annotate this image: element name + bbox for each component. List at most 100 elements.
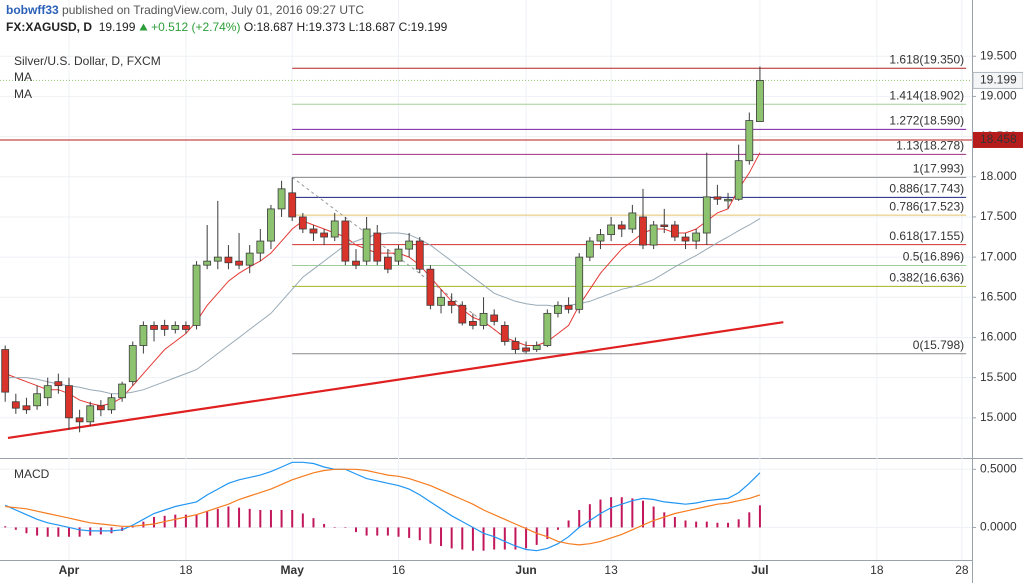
macd-histogram-bar: [514, 527, 517, 550]
y-tick-label: 15.000: [980, 410, 1017, 424]
macd-histogram-bar: [25, 527, 28, 534]
candle-body: [607, 224, 616, 236]
fib-label: 0.886(17.743): [889, 182, 964, 196]
y-tick-label: 19.000: [980, 89, 1017, 103]
ohlc-low: L:18.687: [348, 20, 396, 34]
candle-body: [724, 198, 732, 202]
candle-body: [660, 224, 669, 227]
x-tick-label: 13: [604, 563, 618, 577]
header-row: bobwff33 published on TradingView.com, J…: [6, 2, 447, 19]
candle-body: [203, 260, 212, 266]
level-price-label: 18.458: [980, 132, 1017, 146]
up-arrow: [139, 23, 148, 31]
fib-label: 0.382(16.636): [889, 271, 964, 285]
candle-body: [320, 232, 329, 238]
candle-body: [543, 312, 552, 346]
macd-histogram-bar: [620, 497, 623, 528]
candle-body: [713, 196, 722, 200]
price-pane: 1.618(19.350) 1.414(18.902) 1.272(18.590) 1…: [0, 52, 972, 440]
fib-label: 1.414(18.902): [889, 88, 964, 102]
macd-histogram-bar: [429, 527, 432, 544]
author: bobwff33: [6, 3, 59, 17]
fib-label: 0.618(17.155): [889, 229, 964, 243]
fib-label: 1.13(18.278): [896, 139, 964, 153]
macd-histogram-bar: [206, 511, 209, 528]
macd-histogram-bar: [758, 505, 761, 528]
macd-histogram-bar: [642, 500, 644, 528]
axes: 15.000 15.500 16.000 16.500 17.000 17.500 18.0…: [59, 48, 1023, 577]
macd-histogram-bar: [535, 527, 538, 545]
ohlc-high: H:19.373: [296, 20, 346, 34]
macd-histogram-bar: [673, 516, 676, 528]
candle-body: [352, 260, 360, 266]
macd-histogram-bar: [716, 522, 719, 528]
candle-body: [617, 224, 626, 230]
ohlc-close: C:19.199: [398, 20, 448, 34]
macd-histogram-bar: [57, 527, 60, 537]
macd-histogram-bar: [408, 527, 411, 538]
candle-body: [118, 383, 127, 399]
y-tick-label: 18.000: [980, 169, 1017, 183]
fib-label: 0(15.798): [913, 338, 964, 352]
macd-histogram-bar: [227, 506, 230, 528]
candle-body: [596, 234, 605, 242]
macd-histogram-bar: [184, 514, 187, 528]
macd-histogram-bar: [440, 527, 443, 547]
candle-body: [585, 240, 594, 258]
fib-label: 0.786(17.523): [889, 199, 964, 213]
macd-histogram-bar: [418, 527, 421, 541]
candle-body: [511, 341, 520, 350]
candle-body: [447, 300, 456, 306]
macd-histogram-bar: [354, 527, 357, 533]
macd-histogram-bar: [333, 527, 336, 528]
macd-histogram-bar: [588, 504, 591, 528]
candle-body: [490, 314, 499, 322]
candle-body: [54, 381, 63, 387]
candle-body: [1, 349, 10, 393]
candle-body: [330, 220, 339, 238]
macd-histogram-bar: [482, 527, 485, 551]
x-tick-label: 18: [870, 563, 884, 577]
macd-histogram-bar: [216, 508, 219, 528]
macd-histogram-bar: [684, 520, 687, 528]
candle-body: [670, 224, 679, 238]
last-price-box: [972, 71, 1023, 89]
grid: [0, 0, 972, 560]
candle-body: [309, 228, 318, 234]
last-price: 19.199: [98, 20, 136, 34]
candle-body: [298, 216, 307, 230]
macd-histogram-bar: [365, 527, 368, 536]
candle-body: [235, 260, 243, 266]
x-tick-label: 28: [955, 563, 969, 577]
macd-histogram-bar: [471, 527, 474, 551]
candle-body: [628, 212, 637, 230]
macd-pane: [4, 461, 761, 552]
macd-histogram-bar: [737, 519, 740, 528]
macd-histogram-bar: [14, 527, 17, 530]
candle-body: [394, 248, 403, 262]
y-tick-label: 19.500: [980, 48, 1017, 62]
pane-title: Silver/U.S. Dollar, D, FXCM: [14, 54, 161, 68]
ohlc-open: O:18.687: [243, 20, 294, 34]
macd-histogram-bar: [248, 508, 251, 528]
candle-body: [692, 232, 701, 242]
candle-body: [160, 325, 169, 330]
candle-body: [267, 208, 275, 242]
y-tick-label: 16.500: [980, 289, 1017, 303]
macd-histogram-bar: [493, 527, 496, 550]
last-price-label: 19.199: [980, 73, 1017, 87]
header-row: FX:XAGUSD, D 19.199 +0.512 (+2.74%) O:18…: [6, 19, 447, 36]
symbol: FX:XAGUSD, D: [6, 20, 93, 34]
macd-histogram-bar: [450, 527, 453, 549]
macd-histogram-bar: [301, 513, 304, 528]
macd-histogram-bar: [269, 510, 272, 528]
candle-body: [128, 345, 137, 383]
candle-body: [469, 321, 477, 326]
candle-body: [75, 417, 84, 423]
candle-body: [65, 385, 73, 419]
macd-histogram-bar: [748, 512, 751, 528]
candle-body: [245, 252, 254, 266]
macd-histogram-bar: [67, 527, 70, 537]
candle-body: [756, 80, 764, 122]
